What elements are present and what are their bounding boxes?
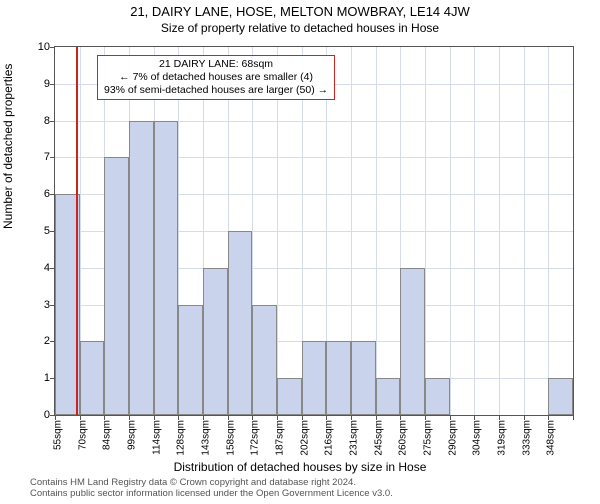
xtick-label: 275sqm — [423, 420, 434, 460]
xtick-label: 260sqm — [398, 420, 409, 460]
histogram-bar — [129, 121, 154, 415]
ytick-label: 2 — [10, 335, 50, 347]
ytick-label: 9 — [10, 78, 50, 90]
histogram-bar — [548, 378, 573, 415]
xtick-label: 70sqm — [77, 420, 88, 460]
xtick-label: 319sqm — [497, 420, 508, 460]
xtick-label: 231sqm — [349, 420, 360, 460]
grid-v — [499, 47, 500, 415]
xtick-label: 84sqm — [102, 420, 113, 460]
xtick-label: 143sqm — [201, 420, 212, 460]
xtick-label: 55sqm — [53, 420, 64, 460]
histogram-bar — [228, 231, 253, 415]
ytick-mark — [50, 84, 55, 85]
grid-v — [425, 47, 426, 415]
xtick-label: 202sqm — [299, 420, 310, 460]
histogram-bar — [376, 378, 401, 415]
histogram-bar — [326, 341, 351, 415]
footer-attribution: Contains HM Land Registry data © Crown c… — [30, 478, 393, 500]
xtick-label: 187sqm — [275, 420, 286, 460]
grid-v — [524, 47, 525, 415]
grid-v — [548, 47, 549, 415]
ytick-mark — [50, 47, 55, 48]
xtick-label: 290sqm — [447, 420, 458, 460]
annotation-line: 21 DAIRY LANE: 68sqm — [104, 58, 328, 71]
ytick-label: 4 — [10, 262, 50, 274]
histogram-bar — [277, 378, 302, 415]
histogram-bar — [203, 268, 228, 415]
histogram-bar — [178, 305, 203, 415]
xtick-mark — [573, 415, 574, 420]
ytick-label: 0 — [10, 409, 50, 421]
xtick-label: 114sqm — [151, 420, 162, 460]
ytick-mark — [50, 157, 55, 158]
grid-v — [277, 47, 278, 415]
xtick-label: 304sqm — [472, 420, 483, 460]
xtick-label: 216sqm — [324, 420, 335, 460]
ytick-label: 5 — [10, 225, 50, 237]
chart-title: 21, DAIRY LANE, HOSE, MELTON MOWBRAY, LE… — [0, 4, 600, 19]
histogram-bar — [252, 305, 277, 415]
ytick-label: 3 — [10, 299, 50, 311]
xtick-label: 172sqm — [250, 420, 261, 460]
plot-area: 21 DAIRY LANE: 68sqm← 7% of detached hou… — [54, 46, 574, 416]
annotation-line: ← 7% of detached houses are smaller (4) — [104, 71, 328, 84]
histogram-bar — [302, 341, 327, 415]
histogram-bar — [104, 157, 129, 415]
ytick-label: 6 — [10, 188, 50, 200]
histogram-bar — [425, 378, 450, 415]
xtick-label: 348sqm — [546, 420, 557, 460]
histogram-bar — [80, 341, 105, 415]
ytick-label: 8 — [10, 115, 50, 127]
annotation-box: 21 DAIRY LANE: 68sqm← 7% of detached hou… — [97, 55, 335, 100]
ytick-label: 7 — [10, 151, 50, 163]
ytick-mark — [50, 121, 55, 122]
histogram-bar — [400, 268, 425, 415]
ytick-label: 10 — [10, 41, 50, 53]
xtick-label: 245sqm — [373, 420, 384, 460]
chart-subtitle: Size of property relative to detached ho… — [0, 21, 600, 35]
footer-line-2: Contains public sector information licen… — [30, 489, 393, 500]
grid-v — [474, 47, 475, 415]
reference-line — [76, 47, 78, 415]
ytick-label: 1 — [10, 372, 50, 384]
grid-v — [376, 47, 377, 415]
xtick-label: 99sqm — [127, 420, 138, 460]
histogram-bar — [351, 341, 376, 415]
annotation-line: 93% of semi-detached houses are larger (… — [104, 84, 328, 97]
xtick-label: 128sqm — [176, 420, 187, 460]
xtick-label: 333sqm — [521, 420, 532, 460]
grid-v — [450, 47, 451, 415]
x-axis-label: Distribution of detached houses by size … — [0, 460, 600, 474]
xtick-label: 158sqm — [225, 420, 236, 460]
histogram-bar — [154, 121, 179, 415]
